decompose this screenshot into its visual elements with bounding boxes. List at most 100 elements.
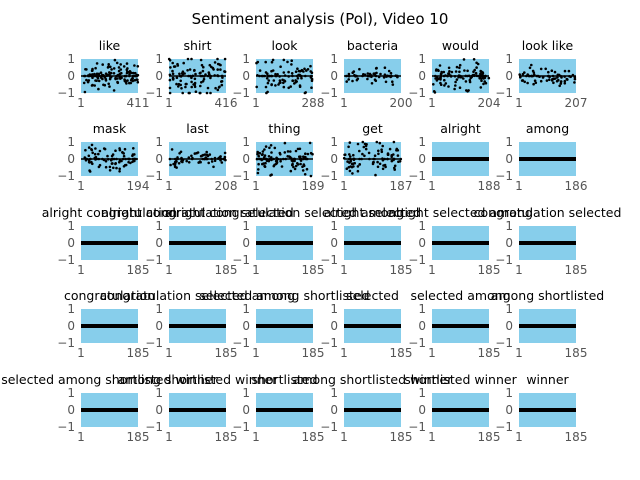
- data-point: [185, 159, 188, 163]
- data-point: [453, 87, 456, 91]
- data-point: [386, 157, 389, 161]
- data-point: [223, 151, 227, 155]
- data-point: [193, 85, 197, 89]
- data-point: [573, 75, 577, 79]
- data-point: [97, 165, 101, 169]
- panel-title: selected among shortlisted: [199, 288, 369, 303]
- data-point: [175, 76, 179, 79]
- x-tick-label: 1: [428, 263, 436, 277]
- data-point: [383, 73, 387, 76]
- x-tick-label: 185: [127, 346, 150, 360]
- data-point: [556, 76, 559, 79]
- data-point: [310, 71, 314, 74]
- data-point: [99, 71, 103, 74]
- data-point: [374, 173, 377, 177]
- data-point: [482, 82, 485, 86]
- data-point: [464, 80, 468, 83]
- data-point: [114, 76, 117, 80]
- data-point: [432, 83, 435, 86]
- data-point: [374, 67, 378, 70]
- x-tick-label: 1: [165, 96, 173, 110]
- data-point: [289, 150, 292, 153]
- data-point: [168, 91, 172, 95]
- data-point: [270, 151, 273, 154]
- data-point: [349, 155, 352, 158]
- data-point: [343, 153, 346, 157]
- y-tick-label: 0: [67, 403, 75, 417]
- data-point: [392, 153, 395, 156]
- y-tick-label: 1: [242, 219, 250, 233]
- data-point: [356, 169, 360, 173]
- data-point: [271, 58, 275, 62]
- data-point: [455, 65, 459, 69]
- data-point: [360, 157, 363, 161]
- data-point: [193, 69, 196, 72]
- data-point: [115, 61, 119, 65]
- data-point: [199, 58, 203, 62]
- data-point: [121, 151, 124, 154]
- data-point: [376, 160, 379, 164]
- data-point: [173, 163, 177, 167]
- x-tick-label: 1: [428, 346, 436, 360]
- y-tick-label: −1: [232, 169, 250, 183]
- data-point: [439, 74, 443, 78]
- x-tick-label: 1: [77, 346, 85, 360]
- y-tick-label: 0: [330, 69, 338, 83]
- panel-title: congratulation selected: [474, 205, 622, 220]
- y-tick-label: 1: [242, 52, 250, 66]
- y-tick-label: 1: [330, 219, 338, 233]
- data-point: [573, 77, 577, 81]
- data-point: [126, 79, 129, 82]
- y-tick-label: 0: [242, 236, 250, 250]
- data-point: [202, 65, 205, 69]
- data-point: [448, 70, 451, 73]
- x-tick-label: 185: [215, 430, 238, 444]
- data-point: [125, 62, 129, 65]
- y-tick-label: 1: [155, 302, 163, 316]
- data-point: [118, 170, 121, 173]
- data-point: [168, 86, 172, 90]
- data-point: [303, 173, 307, 176]
- data-point: [566, 78, 569, 81]
- data-point: [480, 79, 483, 82]
- y-tick-label: −1: [408, 86, 426, 100]
- y-tick-label: 0: [155, 69, 163, 83]
- data-point: [272, 79, 276, 82]
- panel-title: among shortlisted winner: [293, 372, 454, 387]
- panel-title: selected among shortlisted winner: [1, 372, 218, 387]
- data-point: [207, 161, 210, 165]
- data-point: [188, 68, 192, 71]
- y-tick-label: 0: [67, 236, 75, 250]
- data-point: [345, 74, 348, 78]
- data-point: [106, 73, 109, 77]
- x-tick-label: 1: [340, 430, 348, 444]
- data-point: [108, 165, 112, 169]
- data-point: [310, 86, 313, 89]
- data-point: [377, 149, 380, 153]
- data-point: [475, 66, 478, 69]
- data-point: [279, 153, 282, 156]
- x-tick-label: 1: [165, 346, 173, 360]
- y-tick-label: 0: [242, 319, 250, 333]
- data-point: [283, 151, 287, 154]
- data-point: [538, 75, 541, 78]
- data-point: [282, 71, 286, 74]
- x-tick-label: 186: [565, 179, 588, 193]
- panel-title: thing: [268, 121, 300, 136]
- data-point: [470, 75, 474, 79]
- y-tick-label: 0: [330, 236, 338, 250]
- y-tick-label: 0: [155, 152, 163, 166]
- data-point: [282, 85, 286, 89]
- data-point: [101, 77, 104, 81]
- x-tick-label: 204: [478, 96, 501, 110]
- y-tick-label: 0: [330, 152, 338, 166]
- data-point: [205, 150, 208, 154]
- data-point: [261, 74, 265, 78]
- x-tick-label: 1: [252, 430, 260, 444]
- data-point: [305, 157, 309, 161]
